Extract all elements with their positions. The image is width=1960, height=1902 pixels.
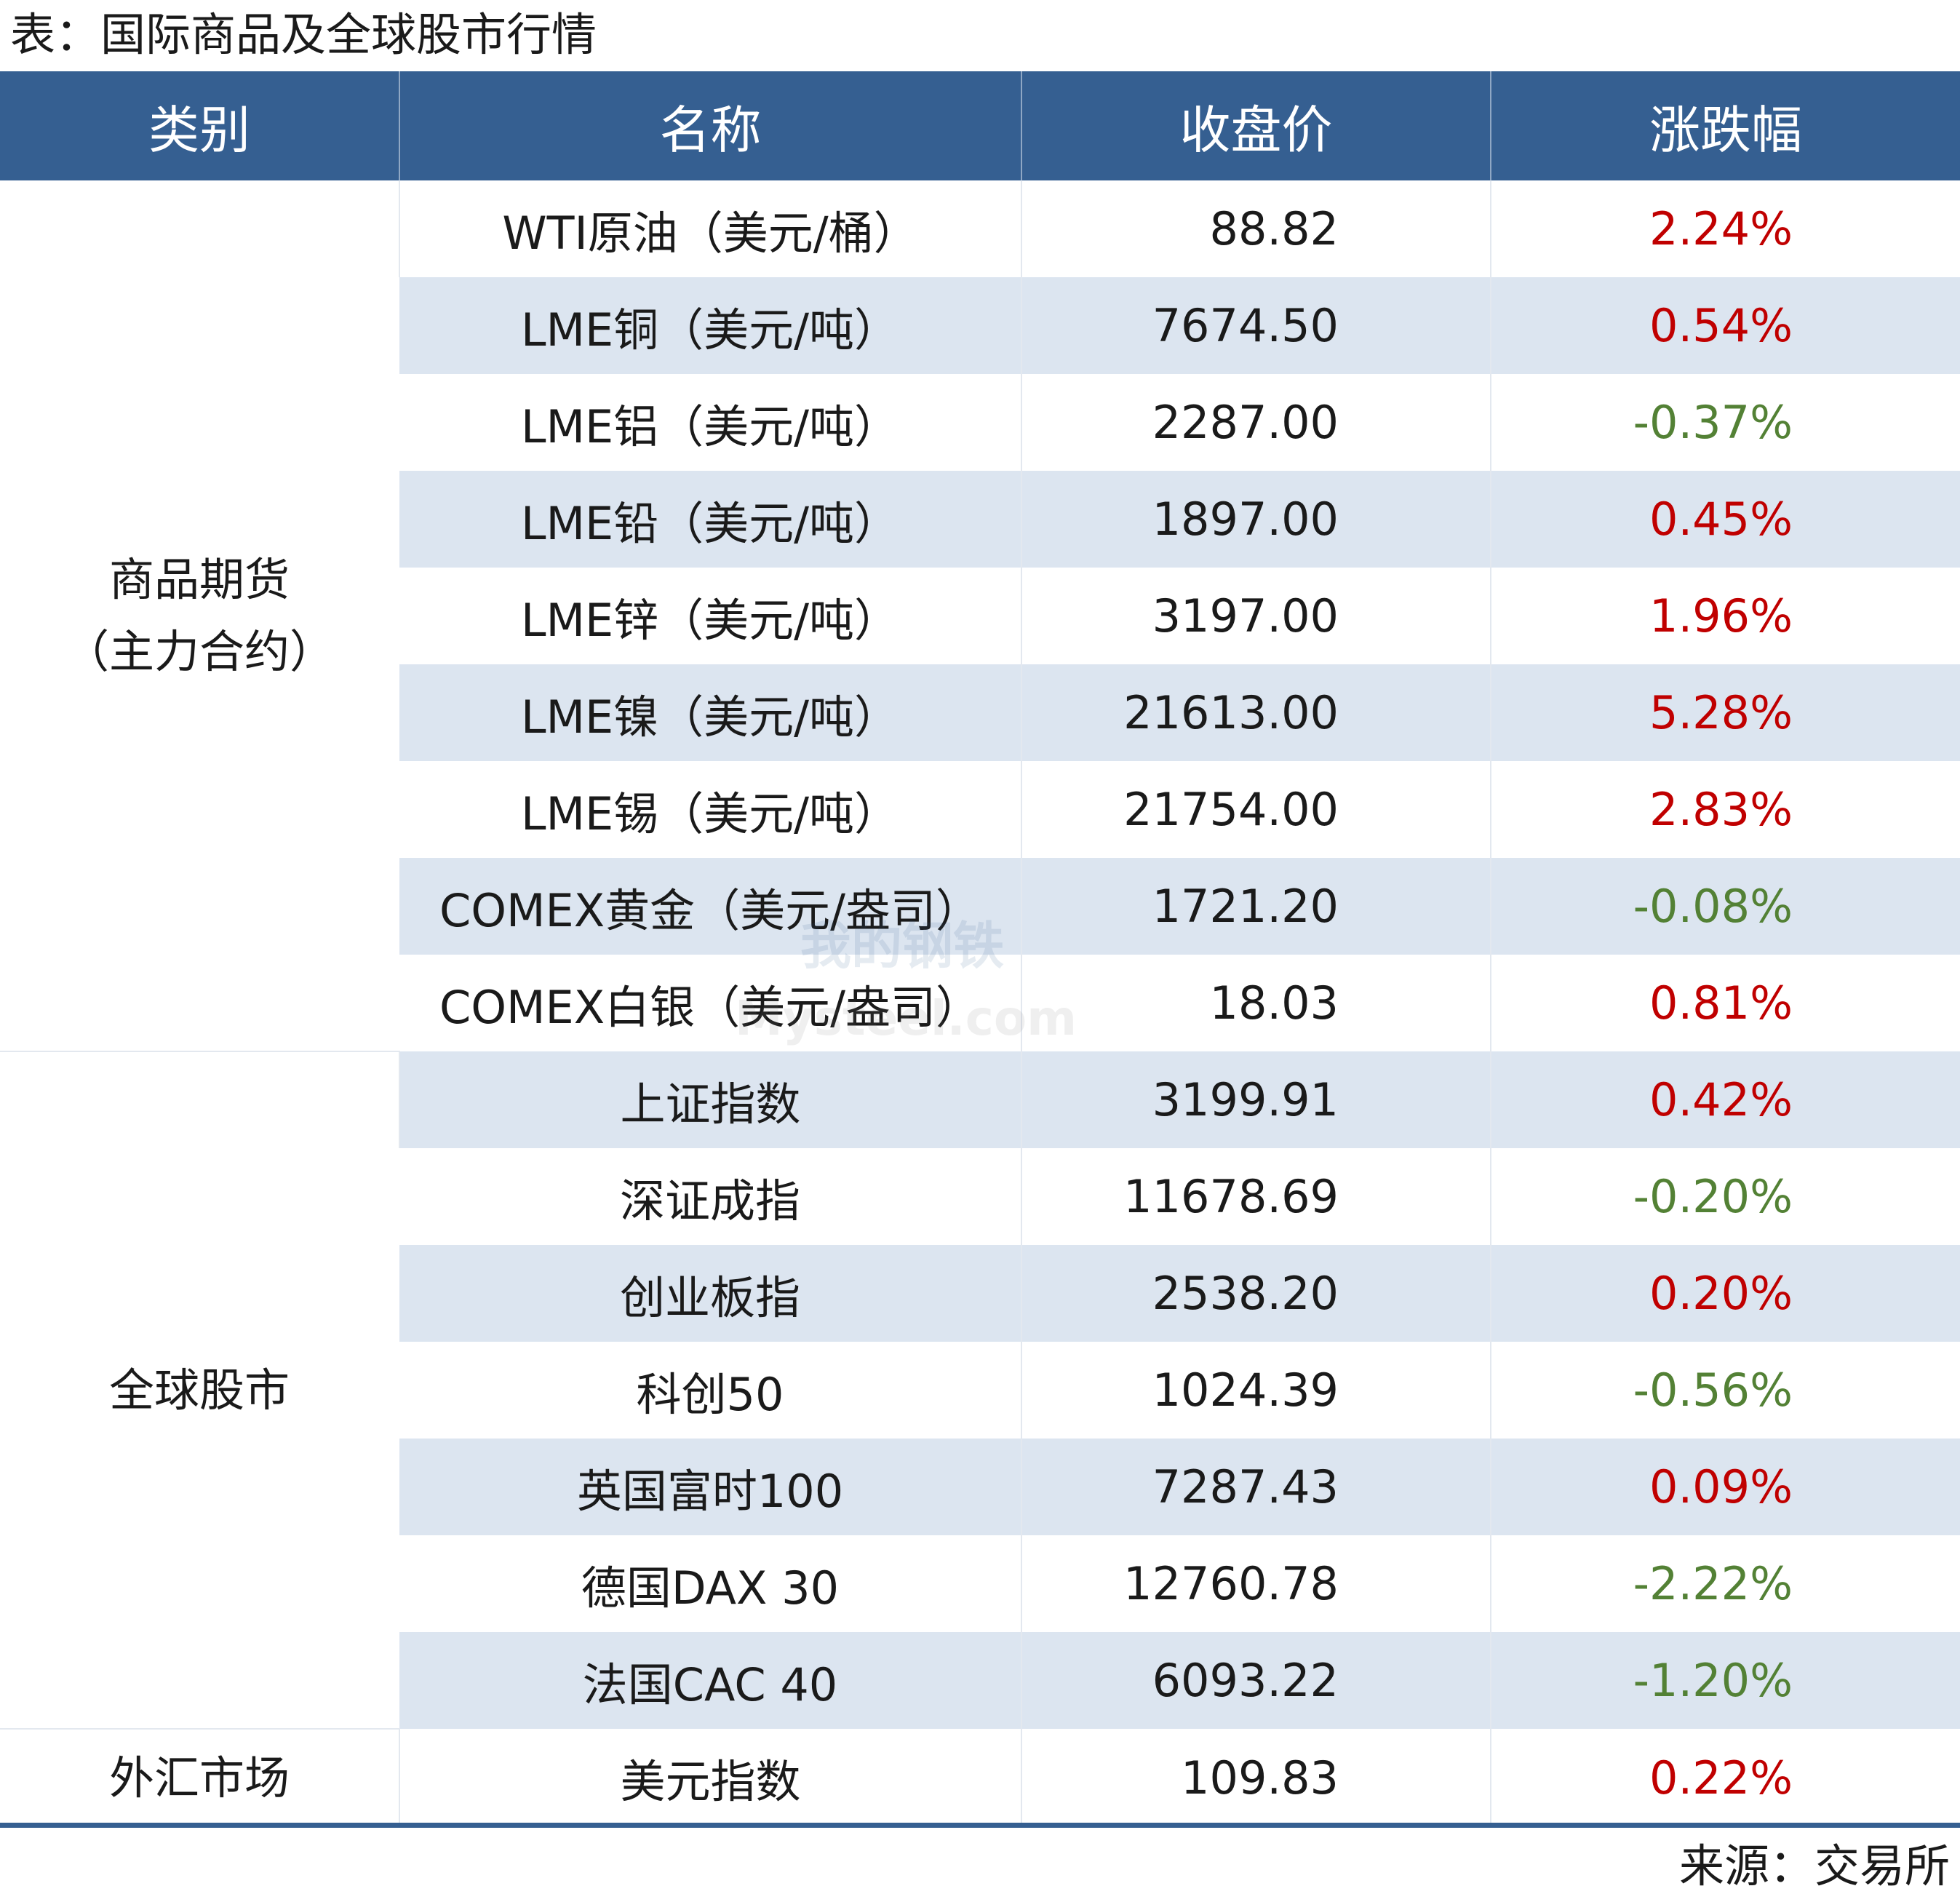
row-name: 科创50 (636, 1367, 784, 1421)
row-change: -0.37% (1490, 374, 1960, 471)
row-close: 1024.39 (1021, 1342, 1491, 1439)
row-close: 1721.20 (1021, 858, 1491, 955)
row-name: 英国富时100 (399, 1439, 1021, 1535)
market-table: 类别 名称 收盘价 涨跌幅 商品期货 （主力合约） WTI原油（美元/桶） 88… (0, 71, 1960, 1826)
row-close: 11678.69 (1021, 1148, 1491, 1245)
row-name: WTI原油（美元/桶） (399, 180, 1021, 277)
row-change: 0.09% (1490, 1439, 1960, 1535)
header-close: 收盘价 (1021, 71, 1491, 180)
table-header-row: 类别 名称 收盘价 涨跌幅 (0, 71, 1960, 180)
row-change: 5.28% (1490, 664, 1960, 761)
row-change: -1.20% (1490, 1632, 1960, 1729)
row-name: 美元指数 (399, 1729, 1021, 1826)
row-change: 2.24% (1490, 180, 1960, 277)
row-change: 2.83% (1490, 761, 1960, 858)
row-close: 109.83 (1021, 1729, 1491, 1826)
table-row: 外汇市场 美元指数 109.83 0.22% (0, 1728, 1960, 1826)
table-row: COMEX白银（美元/盎司） 18.03 0.81% (0, 955, 1960, 1051)
row-close: 7287.43 (1021, 1439, 1491, 1535)
table-row: 德国DAX 30 12760.78 -2.22% (0, 1535, 1960, 1632)
table-row: 全球股市 上证指数 3199.91 0.42% (0, 1051, 1960, 1729)
category-commodities-line2: （主力合约） (63, 625, 335, 678)
row-change: 0.42% (1490, 1051, 1960, 1148)
row-name: LME锌（美元/吨） (520, 593, 900, 647)
row-name: LME锡（美元/吨） (520, 787, 900, 840)
category-commodities: 商品期货 （主力合约） (0, 180, 399, 1051)
category-stocks: 全球股市 (0, 1051, 399, 1729)
table-row: LME锌（美元/吨） 3197.00 1.96% (0, 568, 1960, 664)
row-close: 2538.20 (1021, 1245, 1491, 1342)
table-row: 深证成指 11678.69 -0.20% (0, 1148, 1960, 1245)
row-name: 德国DAX 30 (581, 1561, 840, 1615)
row-name: 创业板指 (399, 1245, 1021, 1342)
table-row: LME锡（美元/吨） 21754.00 2.83% (0, 761, 1960, 858)
row-name: COMEX白银（美元/盎司） (439, 980, 981, 1034)
row-name: LME镍（美元/吨） (399, 664, 1021, 761)
row-change: -0.08% (1490, 858, 1960, 955)
row-change: 0.54% (1490, 277, 1960, 374)
row-close: 3199.91 (1021, 1051, 1491, 1148)
row-change: 0.45% (1490, 471, 1960, 568)
table-row: 英国富时100 7287.43 0.09% (0, 1439, 1960, 1535)
row-change: 1.96% (1490, 568, 1960, 664)
row-name: LME铜（美元/吨） (399, 277, 1021, 374)
row-change: 0.81% (1490, 955, 1960, 1051)
row-close: 18.03 (1021, 955, 1491, 1051)
table-row: LME镍（美元/吨） 21613.00 5.28% (0, 664, 1960, 761)
row-change: -0.20% (1490, 1148, 1960, 1245)
source-note: 来源：交易所 (1678, 1839, 1950, 1893)
row-name: 上证指数 (399, 1051, 1021, 1148)
row-close: 2287.00 (1021, 374, 1491, 471)
table-bottom-rule (0, 1823, 1960, 1828)
row-close: 88.82 (1021, 180, 1491, 277)
table-title: 表：国际商品及全球股市行情 (10, 8, 597, 61)
table-row: LME铝（美元/吨） 2287.00 -0.37% (0, 374, 1960, 471)
table-row: 科创50 1024.39 -0.56% (0, 1342, 1960, 1439)
row-close: 3197.00 (1021, 568, 1491, 664)
row-change: 0.20% (1490, 1245, 1960, 1342)
table-row: 创业板指 2538.20 0.20% (0, 1245, 1960, 1342)
row-change: -0.56% (1490, 1342, 1960, 1439)
table-row: LME铜（美元/吨） 7674.50 0.54% (0, 277, 1960, 374)
row-close: 7674.50 (1021, 277, 1491, 374)
row-close: 12760.78 (1021, 1535, 1491, 1632)
table-row: 法国CAC 40 6093.22 -1.20% (0, 1632, 1960, 1729)
row-name: LME铅（美元/吨） (399, 471, 1021, 568)
header-category: 类别 (0, 71, 399, 180)
row-close: 21613.00 (1021, 664, 1491, 761)
header-name: 名称 (399, 71, 1021, 180)
row-name: 法国CAC 40 (399, 1632, 1021, 1729)
table-row: COMEX黄金（美元/盎司） 1721.20 -0.08% (0, 858, 1960, 955)
row-name: 深证成指 (619, 1174, 800, 1227)
row-change: 0.22% (1490, 1729, 1960, 1826)
row-name: LME铝（美元/吨） (520, 399, 900, 453)
header-change: 涨跌幅 (1490, 71, 1960, 180)
table-row: 商品期货 （主力合约） WTI原油（美元/桶） 88.82 2.24% (0, 180, 1960, 1051)
market-table-container: 类别 名称 收盘价 涨跌幅 商品期货 （主力合约） WTI原油（美元/桶） 88… (0, 71, 1960, 1826)
category-fx: 外汇市场 (0, 1728, 399, 1826)
row-close: 21754.00 (1021, 761, 1491, 858)
row-name: COMEX黄金（美元/盎司） (399, 858, 1021, 955)
row-close: 1897.00 (1021, 471, 1491, 568)
table-row: LME铅（美元/吨） 1897.00 0.45% (0, 471, 1960, 568)
row-change: -2.22% (1490, 1535, 1960, 1632)
category-commodities-line1: 商品期货 (108, 552, 290, 606)
row-close: 6093.22 (1021, 1632, 1491, 1729)
